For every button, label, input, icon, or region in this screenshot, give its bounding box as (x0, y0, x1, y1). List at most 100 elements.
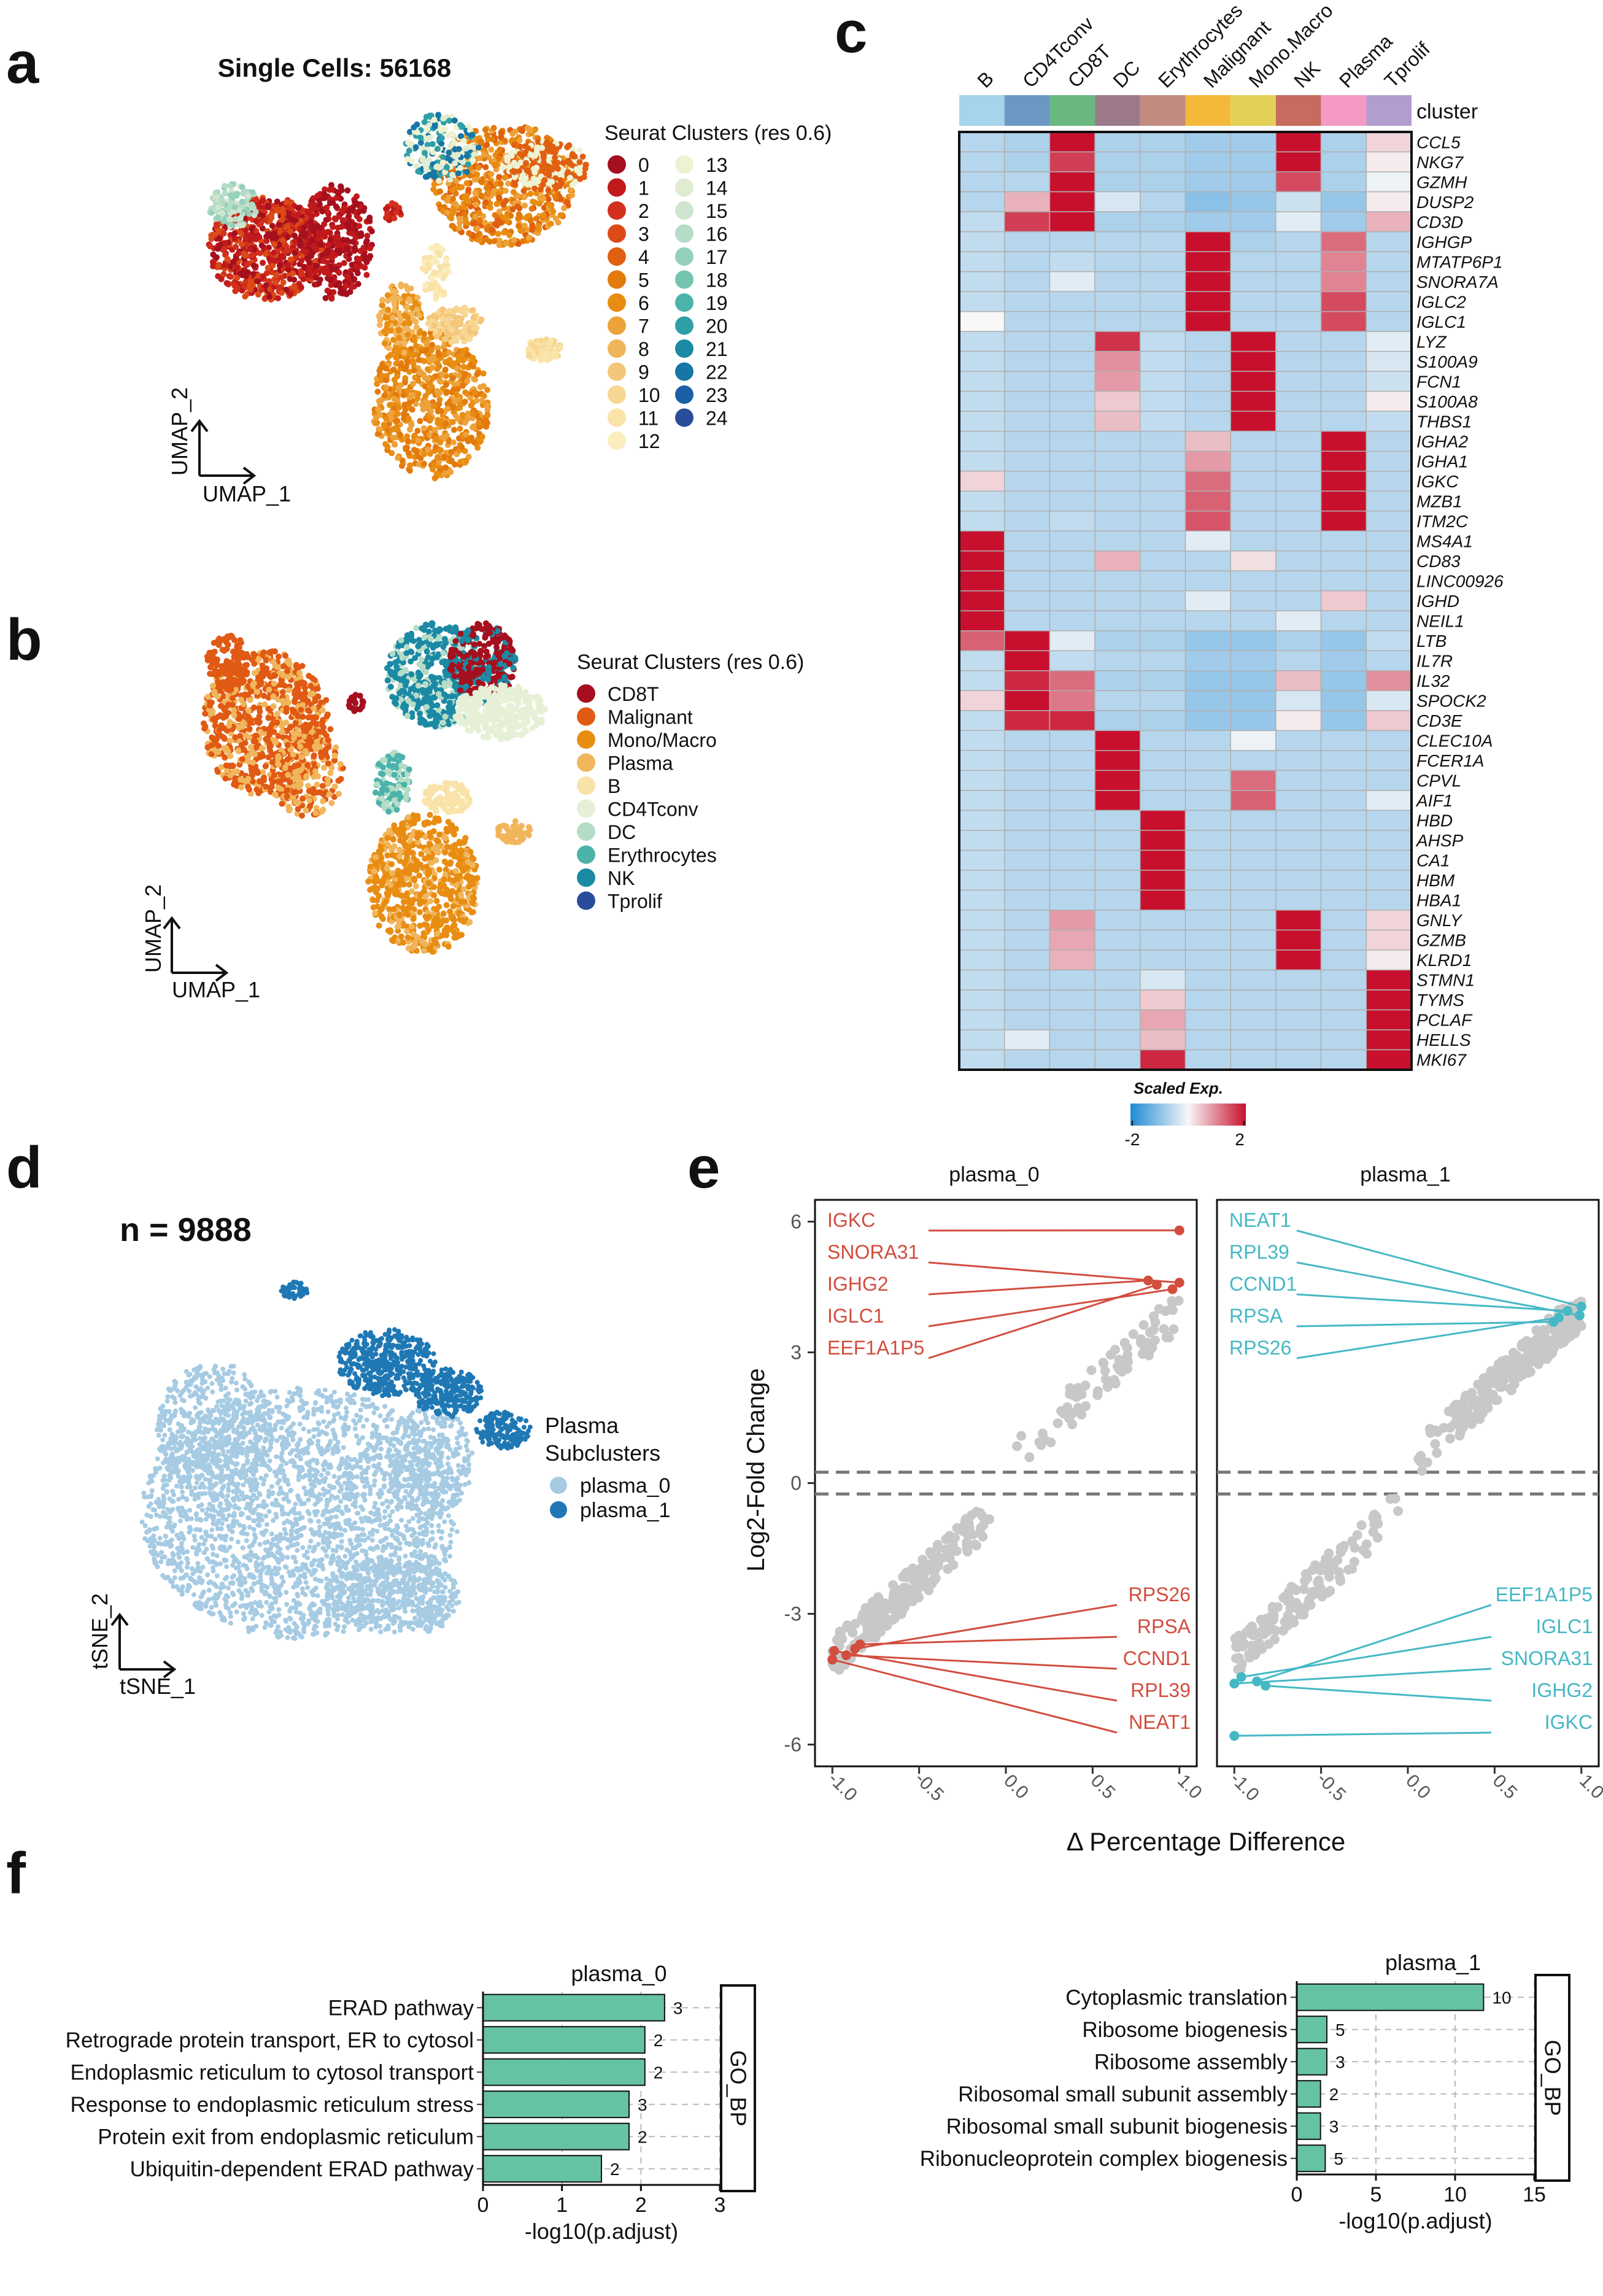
umap-a-point (330, 223, 336, 230)
umap-a-point (429, 141, 436, 147)
umap-b-point (256, 705, 263, 712)
umap-b-point (269, 759, 276, 765)
umap-a-point (250, 271, 257, 277)
umap-a-point (233, 255, 239, 261)
umap-a-point (271, 249, 277, 256)
umap-a-point (456, 225, 463, 231)
umap-a-point (285, 261, 292, 268)
umap-b-point (236, 716, 242, 722)
umap-b-point (253, 786, 260, 793)
umap-a-point (327, 237, 334, 244)
umap-a-point (261, 295, 268, 302)
umap-a-point (353, 263, 360, 269)
umap-a-point (511, 169, 518, 176)
umap-a-point (484, 142, 490, 148)
umap-a-point (474, 171, 481, 178)
umap-b-point (297, 778, 304, 785)
umap-b-point (259, 651, 266, 658)
umap-a-point (527, 217, 534, 224)
umap-a-point (412, 351, 419, 358)
umap-a-point (283, 287, 290, 293)
umap-a-point (481, 419, 488, 425)
umap-a-point (333, 282, 339, 288)
umap-a-point (438, 135, 445, 141)
umap-a-point (425, 157, 432, 163)
umap-a-point (351, 276, 358, 282)
umap-a-point (230, 222, 236, 229)
umap-a-point (457, 164, 464, 171)
umap-a-point (328, 182, 334, 188)
umap-b-point (439, 659, 446, 666)
umap-a-point (464, 377, 471, 384)
umap-a-point (228, 199, 235, 206)
umap-a-point (222, 190, 228, 196)
umap-a-point (529, 226, 536, 233)
umap-a-point (383, 416, 390, 422)
umap-b-point (285, 674, 292, 680)
umap-a-point (284, 234, 291, 241)
umap-b-point (222, 710, 229, 717)
umap-a-point (323, 204, 330, 211)
umap-a-legend-key (675, 247, 693, 266)
umap-a-point (241, 282, 247, 289)
umap-b-point (305, 783, 312, 789)
umap-a-point (284, 223, 290, 230)
umap-a-point (384, 292, 391, 299)
umap-a-point (422, 174, 429, 180)
umap-a-point (276, 222, 282, 228)
umap-a-point (324, 248, 331, 255)
umap-b-point (284, 787, 291, 794)
umap-a-point (495, 231, 501, 238)
umap-b-point (271, 671, 277, 678)
umap-a-point (449, 187, 455, 193)
umap-b-point (314, 738, 320, 744)
umap-a-point (320, 257, 326, 263)
umap-a-point (430, 172, 437, 179)
umap-a-point (382, 384, 389, 391)
umap-a-point (406, 320, 413, 327)
umap-a-point (454, 385, 461, 392)
umap-a-point (549, 179, 555, 185)
umap-b-point (393, 663, 400, 670)
umap-b-point (405, 697, 412, 704)
umap-a-point (441, 352, 447, 358)
umap-b-point (387, 684, 394, 690)
umap-b-point (215, 743, 222, 749)
umap-a-legend-label: 24 (706, 408, 728, 430)
umap-a-point (471, 151, 478, 158)
umap-b-point (238, 697, 244, 703)
umap-a-point (547, 355, 554, 361)
umap-a-point (234, 265, 241, 271)
umap-a-point (392, 441, 398, 447)
umap-a-point (532, 126, 539, 133)
umap-b-point (260, 769, 266, 776)
umap-a-point (508, 212, 514, 219)
umap-a-point (266, 293, 272, 300)
umap-a-point (502, 187, 509, 194)
umap-b-point (245, 707, 252, 714)
umap-a-point (511, 142, 518, 149)
umap-a-point (300, 229, 306, 236)
umap-a-point (461, 327, 468, 334)
umap-b-point (393, 695, 400, 702)
umap-a-point (527, 180, 534, 187)
umap-a-point (356, 216, 363, 223)
umap-b-point (285, 771, 292, 778)
umap-b-point (231, 712, 238, 719)
umap-a-point (480, 370, 487, 377)
umap-a-legend-label: 7 (638, 315, 649, 338)
umap-b-point (217, 712, 223, 719)
umap-a-point (576, 147, 583, 153)
umap-a-point (462, 305, 468, 312)
umap-a-point (433, 436, 439, 443)
umap-a-point (475, 420, 482, 427)
umap-b-point (287, 779, 293, 786)
umap-a-legend-key (675, 316, 693, 335)
umap-a-point (246, 238, 253, 244)
umap-b-point (214, 656, 220, 663)
umap-a-legend-key (675, 178, 693, 197)
umap-a-legend-key (675, 270, 693, 289)
umap-a-point (519, 228, 525, 234)
umap-a-point (306, 266, 312, 273)
umap-b-point (440, 650, 447, 657)
